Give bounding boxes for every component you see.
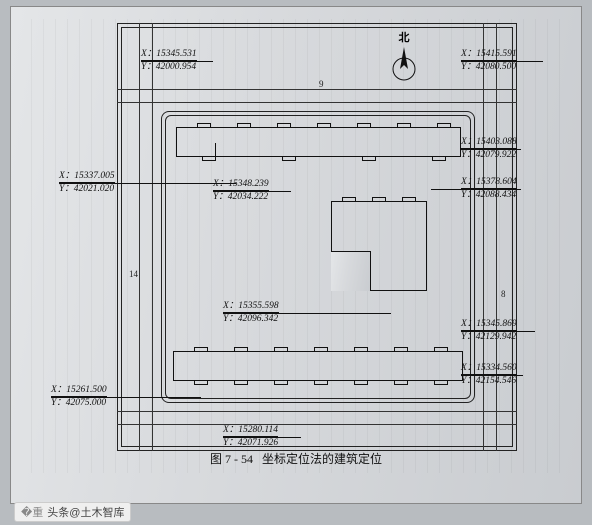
building-center-notch xyxy=(342,197,356,202)
leader-line xyxy=(461,375,523,376)
north-arrow-icon xyxy=(387,45,421,83)
building-north-notch xyxy=(397,123,411,128)
scan-frame: 北 14 9 8 X：15345.531Y：42000.954X：15415.5… xyxy=(10,6,582,504)
north-label: 北 xyxy=(387,29,421,45)
dim-east: 8 xyxy=(501,289,506,299)
building-south-notch xyxy=(314,347,328,352)
building-north-notch xyxy=(317,123,331,128)
leader-line xyxy=(431,189,521,190)
leader-line xyxy=(59,183,236,184)
figure-number: 图 7 - 54 xyxy=(210,452,253,466)
coord-x: X：15415.591 xyxy=(461,49,517,60)
coord-x: X：15403.088 xyxy=(461,137,517,148)
building-south-notch xyxy=(234,380,248,385)
dim-west: 14 xyxy=(129,269,138,279)
building-center-cut xyxy=(331,251,371,291)
building-south-notch xyxy=(394,380,408,385)
leader-line xyxy=(223,437,301,438)
coord-x: X：15355.598 xyxy=(223,301,279,312)
building-north-notch xyxy=(282,156,296,161)
building-north-notch xyxy=(357,123,371,128)
building-north-notch xyxy=(432,156,446,161)
figure-title: 坐标定位法的建筑定位 xyxy=(262,452,382,466)
attribution-badge: �重头条@土木智库 xyxy=(14,502,131,522)
drawing-area: 北 14 9 8 X：15345.531Y：42000.954X：15415.5… xyxy=(31,19,561,473)
building-south-notch xyxy=(274,380,288,385)
leader-line xyxy=(461,331,535,332)
coord-x: X：15348.239 xyxy=(213,179,269,190)
building-north-notch xyxy=(237,123,251,128)
building-north-notch xyxy=(197,123,211,128)
avatar-icon: �重 xyxy=(21,507,43,519)
building-north xyxy=(176,127,461,157)
attribution-prefix: 头条@ xyxy=(47,507,80,519)
north-compass: 北 xyxy=(387,29,421,81)
building-south xyxy=(173,351,463,381)
leader-line xyxy=(223,313,391,314)
building-south-notch xyxy=(194,347,208,352)
building-north-step xyxy=(176,143,216,157)
coord-x: X：15337.005 xyxy=(59,171,115,182)
building-south-notch xyxy=(434,347,448,352)
coord-x: X：15280.114 xyxy=(223,425,278,436)
building-south-notch xyxy=(434,380,448,385)
building-center-notch xyxy=(372,197,386,202)
attribution-name: 土木智库 xyxy=(80,507,124,519)
building-south-notch xyxy=(394,347,408,352)
leader-line xyxy=(461,149,521,150)
building-center-notch xyxy=(402,197,416,202)
leader-line xyxy=(141,61,213,62)
road-north xyxy=(117,89,517,103)
coord-x: X：15345.869 xyxy=(461,319,517,330)
figure-caption: 图 7 - 54 坐标定位法的建筑定位 xyxy=(31,450,561,467)
building-south-notch xyxy=(354,347,368,352)
page-background: 北 14 9 8 X：15345.531Y：42000.954X：15415.5… xyxy=(0,0,592,525)
coord-x: X：15261.500 xyxy=(51,385,107,396)
coord-x: X：15345.531 xyxy=(141,49,197,60)
building-center xyxy=(331,201,427,291)
leader-line xyxy=(51,397,201,398)
building-north-notch xyxy=(277,123,291,128)
building-south-notch xyxy=(274,347,288,352)
leader-line xyxy=(213,191,291,192)
coord-x: X：15378.604 xyxy=(461,177,517,188)
leader-line xyxy=(461,61,543,62)
road-south xyxy=(117,411,517,425)
building-south-notch xyxy=(194,380,208,385)
dim-north: 9 xyxy=(319,79,324,89)
building-south-notch xyxy=(354,380,368,385)
building-north-notch xyxy=(437,123,451,128)
building-south-notch xyxy=(314,380,328,385)
road-west xyxy=(139,23,153,451)
building-south-notch xyxy=(234,347,248,352)
building-north-notch xyxy=(362,156,376,161)
coord-x: X：15334.560 xyxy=(461,363,517,374)
